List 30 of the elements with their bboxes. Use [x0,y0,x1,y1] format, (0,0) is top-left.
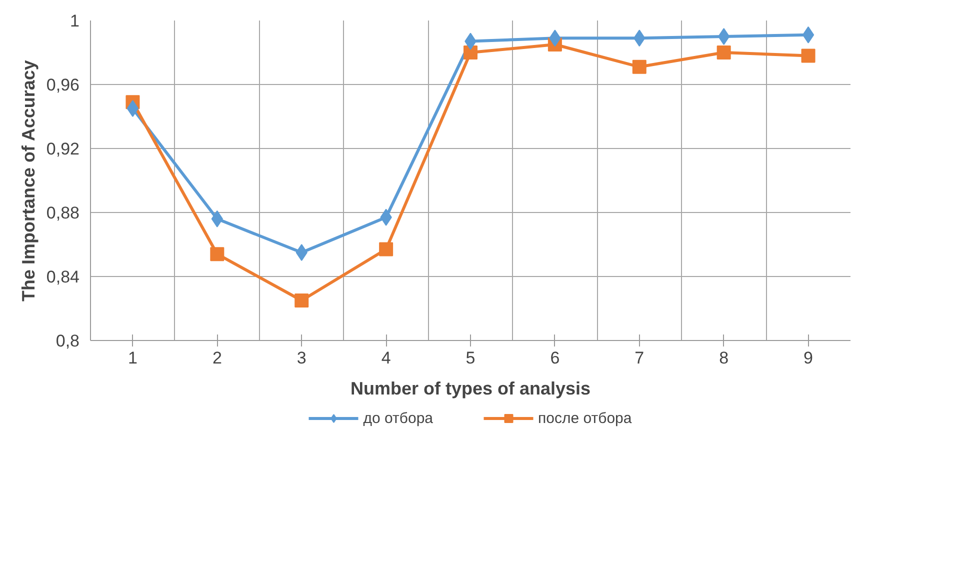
point [802,26,814,44]
x-tick-label: 2 [212,348,222,368]
y-axis-title: The Importance of Accuracy [18,60,38,302]
point [718,28,730,45]
point [801,48,816,63]
y-tick-label: 1 [70,12,80,30]
y-tick-label: 0,96 [46,76,80,94]
point [296,244,308,261]
point [126,100,139,117]
legend-label: после отбора [538,410,632,426]
x-tick-label: 7 [634,348,644,368]
x-tick-label: 6 [550,348,560,368]
point [716,46,731,60]
x-tick-label: 4 [381,348,391,368]
x-tick-label: 5 [466,348,476,368]
x-axis-title: Number of types of analysis [350,378,591,398]
y-tick-label: 0,92 [46,140,80,158]
y-tick-label: 0,84 [46,268,80,286]
point [379,242,394,256]
point [464,46,478,60]
legend-label: до отбора [363,410,434,426]
x-tick-label: 1 [128,348,138,368]
point [210,247,224,262]
x-tick-label: 9 [804,348,814,368]
point [632,60,646,74]
y-tick-label: 0,88 [46,204,80,222]
y-tick-label: 0,8 [56,332,80,350]
x-tick-label: 8 [719,348,729,368]
x-tick-label: 3 [296,348,306,368]
point [294,294,309,308]
